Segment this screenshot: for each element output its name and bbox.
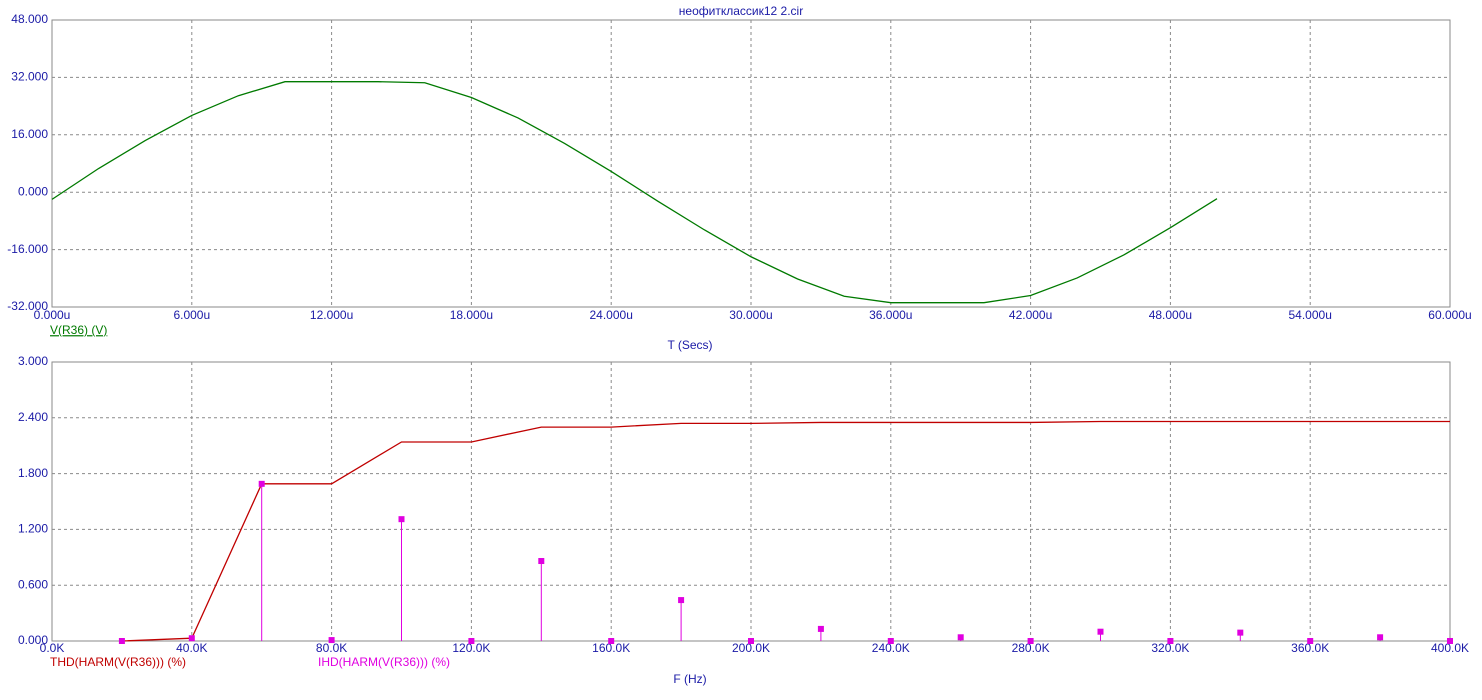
stem-marker — [887, 638, 894, 644]
series-line — [51, 81, 1218, 304]
y-tick-label: -32.000 — [7, 299, 48, 313]
y-tick-label: 32.000 — [11, 70, 48, 84]
stem-marker — [1307, 638, 1314, 644]
x-tick-label: 48.000u — [1149, 308, 1192, 322]
stem — [258, 480, 265, 641]
x-tick-label: 200.0K — [732, 641, 770, 655]
stem-marker — [538, 558, 545, 565]
stem-marker — [1237, 629, 1244, 636]
stem-marker — [328, 637, 335, 644]
stem-marker — [678, 597, 685, 604]
stem-marker — [1097, 628, 1104, 635]
stem-marker — [817, 625, 824, 632]
x-tick-label: 0.0K — [40, 641, 65, 655]
stem — [188, 635, 195, 642]
stem — [887, 638, 894, 644]
stem-marker — [1167, 638, 1174, 644]
x-tick-label: 36.000u — [869, 308, 912, 322]
x-tick-label: 42.000u — [1009, 308, 1052, 322]
stem — [1237, 629, 1244, 641]
x-tick-label: 12.000u — [310, 308, 353, 322]
y-tick-label: 0.000 — [18, 184, 48, 198]
stem-marker — [468, 638, 475, 644]
x-tick-label: 30.000u — [729, 308, 772, 322]
stem-marker — [1027, 638, 1034, 644]
x-tick-label: 0.000u — [34, 308, 71, 322]
stem — [817, 625, 824, 641]
stem-marker — [748, 638, 754, 644]
stem — [1377, 634, 1384, 641]
x-axis-label: F (Hz) — [673, 672, 706, 686]
stem — [538, 558, 545, 641]
y-tick-label: 0.000 — [18, 633, 48, 647]
x-tick-label: 320.0K — [1151, 641, 1189, 655]
y-tick-label: 16.000 — [11, 127, 48, 141]
x-tick-label: 54.000u — [1289, 308, 1332, 322]
x-tick-label: 160.0K — [592, 641, 630, 655]
stem — [678, 597, 685, 641]
legend-entry: IHD(HARM(V(R36))) (%) — [318, 655, 450, 669]
stem — [1307, 638, 1314, 644]
x-tick-label: 120.0K — [452, 641, 490, 655]
y-tick-label: -16.000 — [7, 242, 48, 256]
x-tick-label: 80.0K — [316, 641, 347, 655]
stem — [748, 638, 754, 644]
x-tick-label: 6.000u — [173, 308, 210, 322]
stem — [468, 638, 475, 644]
stem — [118, 638, 125, 644]
y-tick-label: 0.600 — [18, 577, 48, 591]
y-tick-label: 2.400 — [18, 410, 48, 424]
stem — [1027, 638, 1034, 644]
stem-marker — [258, 480, 265, 487]
x-axis-label: T (Secs) — [667, 338, 712, 352]
y-tick-label: 3.000 — [18, 354, 48, 368]
x-tick-label: 400.0K — [1431, 641, 1469, 655]
stem-marker — [1377, 634, 1384, 641]
x-tick-label: 18.000u — [450, 308, 493, 322]
x-tick-label: 280.0K — [1012, 641, 1050, 655]
y-tick-label: 1.200 — [18, 522, 48, 536]
x-tick-label: 40.0K — [176, 641, 207, 655]
stem — [608, 638, 615, 644]
x-tick-label: 240.0K — [872, 641, 910, 655]
stem-marker — [188, 635, 195, 642]
chart-title: неофитклассик12 2.cir — [679, 4, 803, 18]
x-tick-label: 60.000u — [1428, 308, 1471, 322]
legend-entry: THD(HARM(V(R36))) (%) — [50, 655, 186, 669]
stem — [957, 634, 964, 641]
stem — [328, 637, 335, 644]
stem-marker — [1447, 638, 1453, 644]
stem-marker — [118, 638, 125, 644]
y-tick-label: 48.000 — [11, 12, 48, 26]
stem-marker — [398, 516, 405, 523]
stem — [1097, 628, 1104, 641]
stem-marker — [608, 638, 615, 644]
series-line — [121, 420, 1450, 642]
x-tick-label: 360.0K — [1291, 641, 1329, 655]
y-tick-label: 1.800 — [18, 466, 48, 480]
stem — [398, 516, 405, 641]
stem — [1447, 638, 1453, 644]
x-tick-label: 24.000u — [590, 308, 633, 322]
stem-marker — [957, 634, 964, 641]
legend-entry: V(R36) (V) — [50, 323, 107, 337]
stem — [1167, 638, 1174, 644]
